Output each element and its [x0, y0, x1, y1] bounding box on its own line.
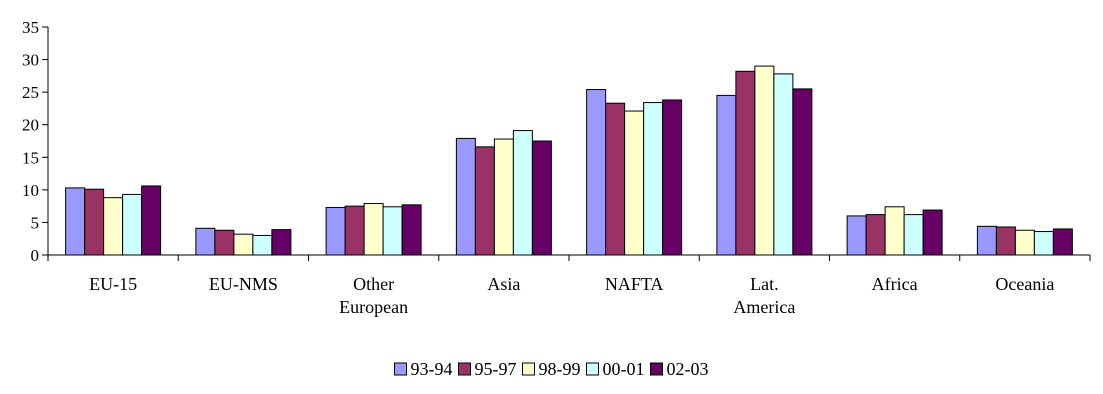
legend-label: 02-03 — [667, 359, 709, 379]
bar-93-94-Oceania — [976, 225, 997, 256]
x-category-label: America — [733, 297, 795, 317]
x-category-label: EU-15 — [89, 274, 137, 294]
bar-95-97-EU-15 — [84, 188, 105, 256]
bar-95-97-Other-European — [344, 205, 365, 256]
bar-98-99-Africa — [884, 206, 905, 256]
bar-98-99-NAFTA — [624, 110, 645, 256]
bar-00-01-NAFTA — [643, 102, 664, 256]
x-category-label: European — [339, 297, 408, 317]
x-category-label: Africa — [872, 274, 918, 294]
bar-02-03-NAFTA — [662, 99, 683, 256]
bar-00-01-EU-15 — [122, 193, 143, 256]
x-category-label: NAFTA — [605, 274, 664, 294]
bar-02-03-Africa — [922, 209, 943, 256]
legend-label: 93-94 — [411, 359, 453, 379]
bar-93-94-Other-European — [325, 206, 346, 256]
bar-95-97-Africa — [865, 214, 886, 256]
bar-93-94-Africa — [846, 215, 867, 256]
bar-02-03-Lat.-America — [792, 88, 813, 256]
y-axis: 0 5 10 15 20 25 30 35 — [22, 18, 49, 265]
bar-02-03-Other-European — [401, 204, 422, 256]
bar-98-99-Oceania — [1014, 229, 1035, 256]
bar-98-99-EU-15 — [103, 197, 124, 256]
bar-02-03-EU-15 — [141, 185, 162, 256]
legend-swatch-95-97 — [458, 362, 471, 376]
x-category-label: Oceania — [995, 274, 1054, 294]
bar-02-03-EU-NMS — [271, 229, 292, 256]
bar-95-97-EU-NMS — [214, 229, 235, 256]
bar-00-01-Africa — [903, 214, 924, 256]
bar-95-97-NAFTA — [605, 102, 626, 256]
y-tick-label: 15 — [22, 148, 39, 167]
y-tick-label: 25 — [22, 83, 39, 102]
bar-00-01-Asia — [512, 130, 533, 256]
bar-93-94-EU-NMS — [195, 227, 216, 256]
bar-95-97-Oceania — [995, 226, 1016, 256]
bar-98-99-EU-NMS — [233, 233, 254, 256]
x-category-label: Other — [353, 274, 394, 294]
bar-93-94-Lat.-America — [716, 94, 737, 256]
x-category-label: Lat. — [750, 274, 779, 294]
bar-00-01-EU-NMS — [252, 234, 273, 256]
legend-swatch-02-03 — [650, 362, 663, 376]
x-axis: EU-15 EU-NMS Other European Asia NAFTA Lat. Ame… — [47, 254, 1091, 317]
y-tick-label: 0 — [31, 246, 40, 265]
legend-label: 98-99 — [539, 359, 581, 379]
bar-93-94-EU-15 — [65, 187, 86, 256]
bar-98-99-Asia — [493, 138, 514, 256]
bar-95-97-Lat.-America — [735, 70, 756, 256]
bar-98-99-Other-European — [363, 203, 384, 256]
legend-swatch-98-99 — [522, 362, 535, 376]
bar-00-01-Other-European — [382, 206, 403, 256]
legend-swatch-00-01 — [586, 362, 599, 376]
x-category-label: Asia — [487, 274, 520, 294]
legend-label: 00-01 — [603, 359, 645, 379]
bar-93-94-NAFTA — [586, 89, 607, 256]
x-category-label: EU-NMS — [209, 274, 278, 294]
bar-00-01-Oceania — [1033, 231, 1054, 256]
bar-00-01-Lat.-America — [773, 73, 794, 256]
bar-02-03-Asia — [531, 140, 552, 256]
legend: 93-94 95-97 98-99 00-01 02-03 — [394, 359, 709, 379]
y-tick-label: 5 — [31, 213, 40, 232]
bar-02-03-Oceania — [1052, 228, 1073, 256]
bars — [65, 65, 1073, 256]
legend-label: 95-97 — [475, 359, 517, 379]
legend-swatch-93-94 — [394, 362, 407, 376]
y-tick-label: 20 — [22, 116, 39, 135]
y-tick-label: 30 — [22, 51, 39, 70]
bar-95-97-Asia — [474, 146, 495, 256]
y-tick-label: 10 — [22, 181, 39, 200]
bar-93-94-Asia — [455, 137, 476, 256]
bar-98-99-Lat.-America — [754, 65, 775, 256]
y-tick-label: 35 — [22, 18, 39, 37]
